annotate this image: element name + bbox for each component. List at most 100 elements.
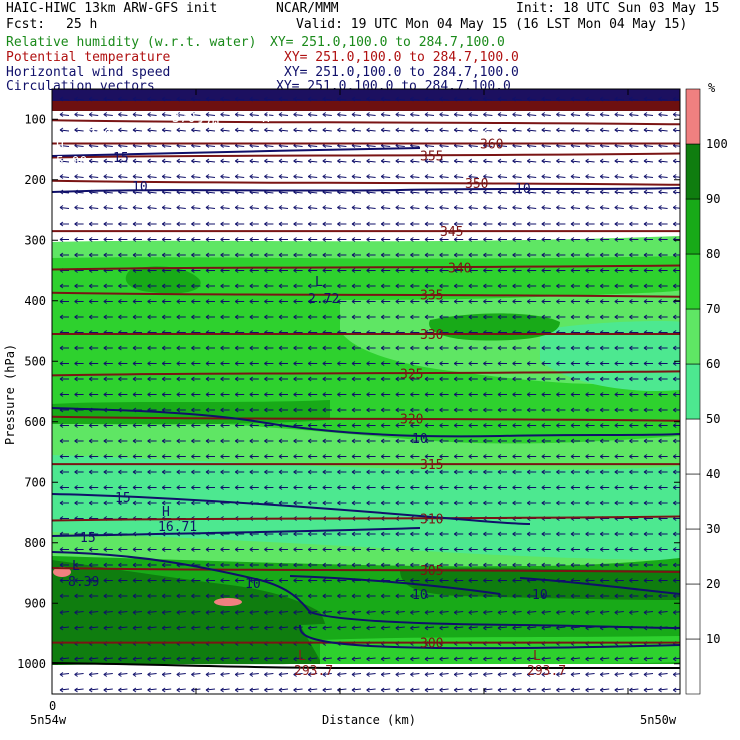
wind-vector-head bbox=[59, 237, 64, 242]
wind-vector bbox=[103, 114, 113, 116]
wind-vector bbox=[89, 611, 99, 613]
colorbar-label: 30 bbox=[706, 522, 720, 536]
wind-vector-head bbox=[307, 314, 312, 320]
wind-vector-head bbox=[59, 376, 64, 382]
circulation-vectors bbox=[59, 96, 680, 693]
wind-vector-head bbox=[629, 610, 633, 615]
wind-vector-head bbox=[424, 656, 429, 662]
wind-vector bbox=[658, 98, 668, 101]
wind-vector-head bbox=[205, 314, 210, 320]
wind-vector bbox=[366, 191, 376, 194]
wind-vector-head bbox=[249, 593, 254, 599]
wind-vector-head bbox=[249, 625, 254, 631]
wind-vector-head bbox=[483, 96, 487, 102]
wind-vector bbox=[220, 160, 230, 163]
wind-vector-head bbox=[541, 547, 546, 552]
wind-vector bbox=[176, 114, 186, 116]
wind-vector-head bbox=[512, 562, 516, 568]
wind-vector-head bbox=[380, 562, 385, 568]
wind-vector bbox=[337, 160, 347, 163]
wind-vector bbox=[614, 207, 624, 209]
wind-vector bbox=[439, 611, 449, 613]
wind-vector-head bbox=[351, 205, 356, 210]
wind-vector-head bbox=[556, 423, 560, 428]
wind-vector-head bbox=[264, 392, 268, 397]
wind-vector-head bbox=[439, 205, 443, 210]
wind-vector-head bbox=[395, 96, 400, 102]
wind-vector bbox=[556, 176, 566, 178]
wind-vector-head bbox=[614, 205, 619, 210]
wind-vector bbox=[191, 191, 201, 194]
wind-vector-head bbox=[380, 454, 385, 459]
wind-vector-head bbox=[322, 268, 327, 273]
wind-vector bbox=[468, 191, 478, 194]
wind-vector-head bbox=[176, 174, 181, 179]
wind-vector-head bbox=[220, 438, 224, 444]
wind-vector-head bbox=[74, 500, 78, 506]
wind-vector-head bbox=[59, 299, 64, 304]
wind-vector-head bbox=[322, 423, 327, 428]
wind-vector-head bbox=[264, 252, 268, 258]
wind-vector bbox=[235, 98, 245, 101]
wind-vector-head bbox=[118, 361, 122, 366]
wind-vector-head bbox=[483, 672, 487, 677]
wind-vector-head bbox=[293, 392, 297, 397]
wind-vector-head bbox=[147, 127, 151, 133]
wind-vector-head bbox=[410, 299, 414, 304]
wind-vector-head bbox=[293, 438, 297, 444]
wind-vector-head bbox=[264, 687, 268, 693]
wind-vector-head bbox=[264, 237, 268, 242]
wind-vector bbox=[497, 98, 508, 101]
wind-vector-head bbox=[468, 672, 473, 677]
colorbar-label: 40 bbox=[706, 467, 720, 481]
wind-vector-head bbox=[453, 205, 458, 210]
wind-vector-head bbox=[161, 127, 166, 133]
wind-vector-head bbox=[410, 407, 414, 413]
wind-vector-head bbox=[147, 345, 151, 351]
wind-vector-head bbox=[497, 345, 502, 351]
wind-vector-head bbox=[176, 687, 181, 693]
wind-vector-head bbox=[541, 531, 546, 537]
wind-vector-head bbox=[249, 314, 254, 320]
wind-vector-head bbox=[307, 268, 312, 273]
wind-vector-head bbox=[147, 610, 151, 615]
wind-vector-head bbox=[614, 314, 619, 320]
wind-vector bbox=[395, 98, 405, 101]
wind-vector-head bbox=[541, 361, 546, 366]
wind-vector bbox=[308, 145, 318, 147]
extremum-type: H bbox=[56, 139, 64, 154]
wind-vector-head bbox=[614, 237, 619, 242]
wind-vector-head bbox=[103, 205, 108, 210]
wind-vector-head bbox=[629, 299, 633, 304]
wind-vector-head bbox=[147, 547, 151, 552]
wind-vector-head bbox=[351, 485, 356, 490]
wind-vector-head bbox=[541, 500, 546, 506]
wind-vector-head bbox=[658, 562, 662, 568]
wind-vector bbox=[205, 688, 216, 691]
wind-vector-head bbox=[380, 438, 385, 444]
wind-vector bbox=[366, 129, 376, 132]
wind-vector-head bbox=[249, 656, 254, 662]
wind-vector bbox=[512, 673, 522, 675]
colorbar-swatch bbox=[685, 418, 701, 475]
wind-vector-head bbox=[468, 205, 473, 210]
wind-vector bbox=[673, 611, 680, 613]
wind-vector bbox=[643, 176, 654, 178]
wind-vector-head bbox=[556, 174, 560, 179]
wind-vector-head bbox=[424, 547, 429, 552]
wind-vector bbox=[249, 207, 259, 209]
wind-vector bbox=[59, 160, 70, 163]
wind-vector-head bbox=[59, 625, 64, 631]
y-tick-label: 300 bbox=[24, 233, 46, 247]
wind-vector-head bbox=[570, 423, 575, 428]
wind-vector bbox=[512, 98, 522, 101]
wind-label: 10 bbox=[245, 577, 261, 592]
wind-vector-head bbox=[643, 610, 648, 615]
wind-vector bbox=[59, 98, 70, 101]
wind-vector-head bbox=[88, 423, 93, 428]
wind-vector-head bbox=[161, 454, 166, 459]
wind-vector-head bbox=[307, 283, 312, 289]
wind-vector-head bbox=[410, 221, 414, 227]
wind-vector-head bbox=[658, 174, 662, 179]
colorbar-label: 70 bbox=[706, 302, 720, 316]
